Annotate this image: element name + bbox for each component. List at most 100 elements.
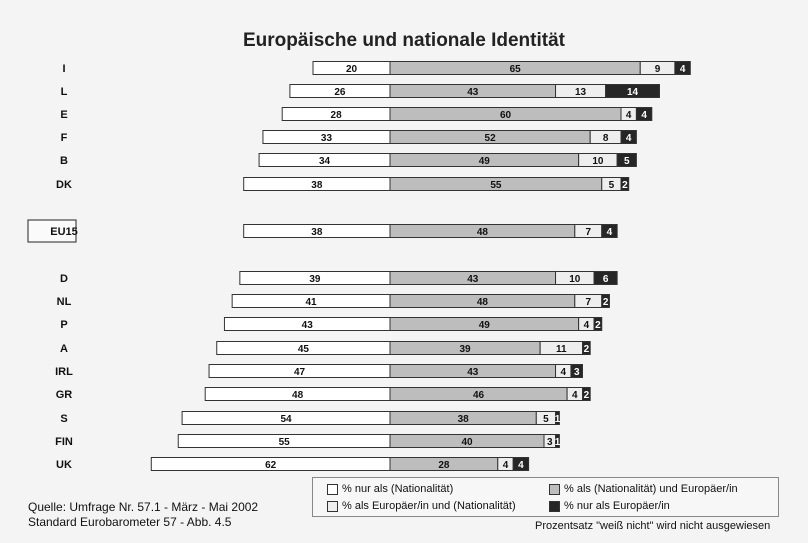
category-highlight-box <box>27 219 77 243</box>
data-label-european-only: 4 <box>626 133 632 144</box>
data-label-european-only: 4 <box>607 227 613 238</box>
data-label-european-only: 6 <box>603 274 609 285</box>
data-label-national-and-european: 65 <box>510 64 522 75</box>
data-label-european-and-national: 4 <box>560 367 566 378</box>
bar-segment-european-only <box>635 107 653 121</box>
legend-swatch-national-only <box>327 483 338 495</box>
legend-item-national-only: % nur als (Nationalität) <box>327 483 453 495</box>
category-label: P <box>60 319 67 331</box>
data-label-european-only: 5 <box>624 156 630 167</box>
data-label-national-only: 55 <box>279 437 291 448</box>
bar-segment-european-only <box>570 364 584 378</box>
data-label-european-and-national: 8 <box>603 133 609 144</box>
data-label-european-only: 4 <box>641 110 647 121</box>
bar-row-a: A 45 39 11 2 <box>60 341 591 355</box>
category-label: E <box>60 109 67 121</box>
data-label-national-and-european: 52 <box>485 133 497 144</box>
category-label: I <box>62 63 65 75</box>
bar-row-l: L 26 43 13 14 <box>61 84 660 98</box>
bar-segment-european-only <box>512 457 530 471</box>
bar-row-dk: DK 38 55 5 2 <box>56 177 630 191</box>
data-label-national-and-european: 28 <box>438 460 450 471</box>
legend-swatch-european-only <box>549 500 560 512</box>
bar-segment-european-only <box>620 177 630 191</box>
data-label-national-and-european: 40 <box>461 437 473 448</box>
data-label-national-only: 43 <box>302 320 314 331</box>
bar-row-f: F 33 52 8 4 <box>61 130 637 144</box>
source-line-1: Quelle: Umfrage Nr. 57.1 - März - Mai 20… <box>28 500 259 514</box>
bar-row-e: E 28 60 4 4 <box>60 107 653 121</box>
data-label-european-only: 3 <box>574 367 580 378</box>
legend-item-national-and-european: % als (Nationalität) und Europäer/in <box>549 483 738 495</box>
data-label-european-only: 4 <box>518 460 524 471</box>
data-label-european-and-national: 4 <box>584 320 590 331</box>
bar-segment-european-only <box>674 61 691 75</box>
bar-row-irl: IRL 47 43 4 3 <box>55 364 584 378</box>
data-label-european-only: 2 <box>603 297 609 308</box>
data-label-european-and-national: 7 <box>585 297 591 308</box>
category-label: D <box>60 273 68 285</box>
bar-row-fin: FIN 55 40 3 1 <box>55 434 561 448</box>
legend-label-national-only: % nur als (Nationalität) <box>342 483 454 495</box>
legend-item-european-only: % nur als Europäer/in <box>549 500 670 512</box>
data-label-european-and-national: 4 <box>503 460 509 471</box>
data-label-national-and-european: 48 <box>477 297 489 308</box>
data-label-national-only: 33 <box>321 133 333 144</box>
category-label: UK <box>56 459 72 471</box>
data-label-national-and-european: 48 <box>477 227 489 238</box>
bar-row-nl: NL 41 48 7 2 <box>57 294 610 308</box>
category-label: S <box>60 413 67 425</box>
data-label-national-only: 26 <box>334 87 346 98</box>
data-label-national-only: 47 <box>294 367 306 378</box>
category-label: NL <box>57 296 72 308</box>
bar-row-uk: UK 62 28 4 4 <box>56 457 530 471</box>
bar-row-gr: GR 48 46 4 2 <box>56 387 591 401</box>
category-label: EU15 <box>50 226 78 238</box>
bar-segment-european-only <box>582 341 591 355</box>
data-label-national-and-european: 43 <box>467 367 479 378</box>
category-label: F <box>61 132 68 144</box>
legend-label-national-and-european: % als (Nationalität) und Europäer/in <box>564 483 738 495</box>
category-label: DK <box>56 179 72 191</box>
data-label-national-only: 62 <box>265 460 277 471</box>
source-line-2: Standard Eurobarometer 57 - Abb. 4.5 <box>28 515 232 529</box>
category-label: L <box>61 86 68 98</box>
bar-row-p: P 43 49 4 2 <box>60 317 603 331</box>
data-label-european-and-national: 10 <box>592 156 604 167</box>
dont-know-note: Prozentsatz "weiß nicht" wird nicht ausg… <box>535 520 771 532</box>
data-label-european-and-national: 5 <box>543 414 549 425</box>
data-label-european-and-national: 7 <box>585 227 591 238</box>
data-label-national-and-european: 60 <box>500 110 512 121</box>
bar-row-i: I 20 65 9 4 <box>62 61 691 75</box>
category-label: A <box>60 343 68 355</box>
legend-swatch-national-and-european <box>549 483 560 495</box>
data-label-european-only: 1 <box>555 437 561 448</box>
data-label-european-only: 2 <box>595 320 601 331</box>
legend-item-european-and-national: % als Europäer/in und (Nationalität) <box>327 500 516 512</box>
data-label-european-only: 2 <box>584 390 590 401</box>
data-label-european-only: 14 <box>627 87 639 98</box>
data-label-national-only: 41 <box>306 297 318 308</box>
data-label-national-only: 34 <box>319 156 331 167</box>
data-label-european-and-national: 10 <box>569 274 581 285</box>
data-label-national-only: 54 <box>280 414 292 425</box>
data-label-national-and-european: 39 <box>460 344 472 355</box>
category-label: B <box>60 155 68 167</box>
data-label-national-and-european: 43 <box>467 274 479 285</box>
data-label-european-and-national: 4 <box>572 390 578 401</box>
source-note: Quelle: Umfrage Nr. 57.1 - März - Mai 20… <box>28 500 258 530</box>
data-label-national-only: 45 <box>298 344 310 355</box>
data-label-national-and-european: 49 <box>479 156 491 167</box>
data-label-european-only: 2 <box>584 344 590 355</box>
data-label-national-and-european: 43 <box>467 87 479 98</box>
data-label-european-only: 2 <box>622 180 628 191</box>
bar-segment-european-only <box>582 387 591 401</box>
bar-segment-european-only <box>601 224 618 238</box>
legend-label-european-only: % nur als Europäer/in <box>564 500 670 512</box>
bar-segment-european-only <box>555 411 560 425</box>
data-label-national-only: 38 <box>311 227 323 238</box>
bar-segment-european-only <box>620 130 637 144</box>
data-label-national-only: 28 <box>331 110 343 121</box>
category-label: GR <box>56 389 73 401</box>
